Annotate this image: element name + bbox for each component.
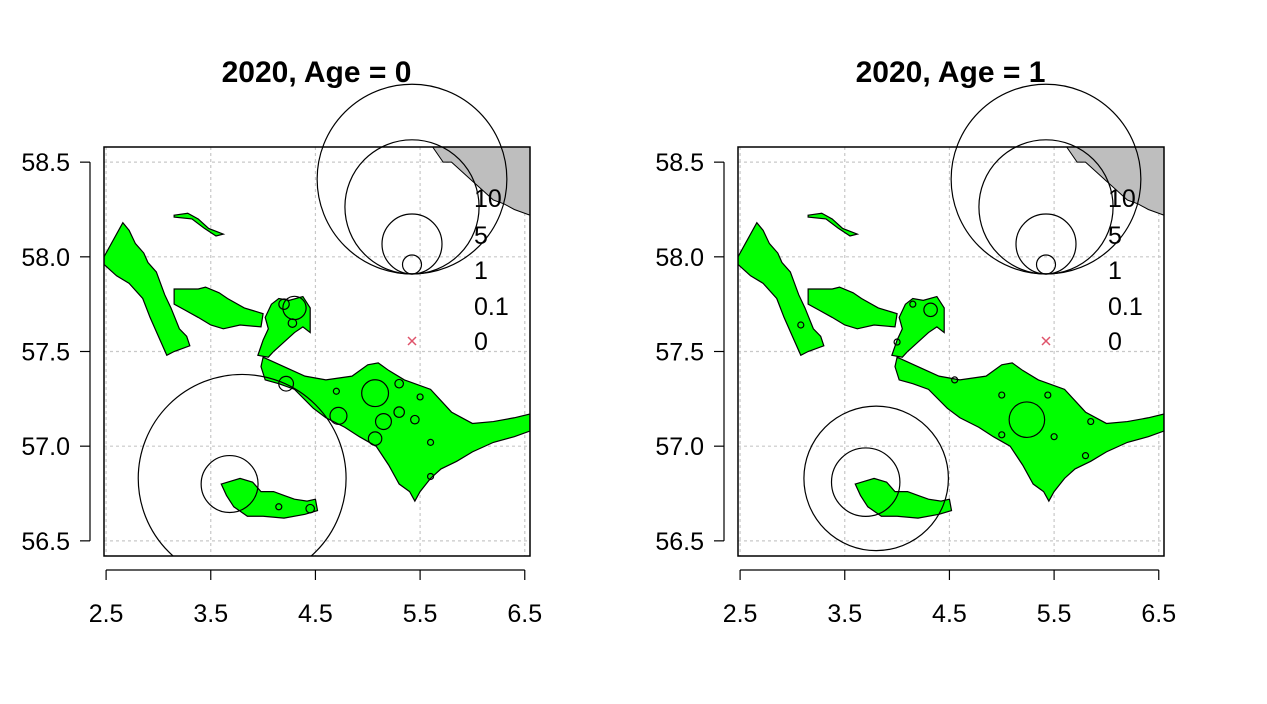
y-tick-label: 57.0: [655, 433, 704, 461]
data-bubble: [278, 375, 295, 392]
data-bubble: [951, 376, 959, 384]
habitat-polygon: [173, 286, 264, 330]
legend-label: 0: [474, 328, 488, 356]
habitat-polygon: [260, 356, 530, 503]
x-tick-label: 3.5: [193, 600, 228, 628]
x-tick-label: 2.5: [89, 600, 124, 628]
x-tick-label: 5.5: [1037, 600, 1072, 628]
data-bubble: [1050, 433, 1058, 441]
x-tick-label: 4.5: [298, 600, 333, 628]
data-bubble: [416, 393, 424, 401]
habitat-polygon: [807, 286, 898, 330]
data-bubble: [1044, 391, 1052, 399]
data-bubble: [1008, 401, 1046, 439]
y-tick-label: 57.5: [655, 339, 704, 367]
legend-label: 1: [1108, 257, 1122, 285]
chart-title: 2020, Age = 0: [221, 56, 412, 89]
habitat-polygon: [104, 221, 191, 357]
map-panel-age-0: 2020, Age = 0 10 5 1 0.1 0 2.5 3.5 4.5 5.5 6.5 56.…: [0, 0, 633, 704]
legend-symbol: [401, 254, 423, 275]
habitat-polygon: [854, 477, 953, 519]
y-tick-label: 56.5: [21, 528, 70, 556]
y-tick-label: 58.5: [655, 149, 704, 177]
data-bubble: [923, 302, 938, 318]
data-bubble: [393, 406, 405, 418]
legend-symbol: [381, 213, 443, 275]
data-bubble: [1087, 417, 1095, 426]
data-bubble: [305, 503, 316, 514]
y-tick-label: 58.5: [21, 149, 70, 177]
legend-label: 5: [474, 222, 488, 250]
data-bubble: [803, 405, 950, 552]
data-bubble: [426, 438, 435, 446]
plot-area: [104, 147, 530, 556]
data-bubble: [275, 503, 283, 511]
y-tick-label: 58.0: [21, 244, 70, 272]
x-tick-label: 4.5: [932, 600, 967, 628]
map-panel-age-1: 2020, Age = 1 10 5 1 0.1 0 2.5 3.5 4.5 5.5 6.5 56.…: [634, 0, 1267, 704]
data-bubble: [200, 454, 259, 514]
data-bubble: [909, 300, 917, 308]
legend-zero-marker: [1041, 336, 1051, 346]
x-tick-label: 5.5: [403, 600, 438, 628]
x-tick-label: 3.5: [827, 600, 862, 628]
habitat-polygon: [894, 356, 1164, 503]
data-bubble: [998, 431, 1006, 439]
legend-symbol: [1015, 213, 1077, 275]
data-bubble: [893, 338, 901, 346]
data-bubble: [998, 391, 1006, 399]
habitat-polygon: [173, 212, 226, 237]
data-bubble: [410, 414, 420, 425]
data-bubble: [394, 378, 405, 389]
legend-zero-marker: [407, 336, 417, 346]
data-bubble: [830, 447, 901, 517]
data-bubble: [332, 387, 340, 395]
habitat-polygon: [807, 212, 860, 237]
legend-label: 1: [474, 257, 488, 285]
data-bubble: [367, 431, 383, 446]
plot-area: [738, 147, 1164, 556]
data-bubble: [278, 298, 290, 310]
y-tick-label: 58.0: [655, 244, 704, 272]
chart-title: 2020, Age = 1: [855, 56, 1046, 89]
data-bubble: [374, 413, 393, 431]
plot-frame: [103, 146, 531, 557]
y-tick-label: 57.0: [21, 433, 70, 461]
data-bubble: [361, 379, 390, 408]
x-tick-label: 6.5: [1141, 600, 1176, 628]
data-bubble: [137, 373, 347, 556]
x-tick-label: 6.5: [507, 600, 542, 628]
data-bubble: [287, 318, 298, 328]
data-bubble: [797, 321, 805, 329]
legend-label: 0: [1108, 328, 1122, 356]
legend-symbol: [1035, 254, 1057, 275]
legend-label: 0.1: [474, 293, 509, 321]
data-bubble: [1081, 452, 1090, 460]
habitat-polygon: [257, 295, 311, 358]
x-tick-label: 2.5: [723, 600, 758, 628]
data-bubble: [329, 406, 348, 425]
plot-frame: [737, 146, 1165, 557]
data-bubble: [426, 472, 435, 481]
y-tick-label: 56.5: [655, 528, 704, 556]
legend-label: 0.1: [1108, 293, 1143, 321]
legend-label: 5: [1108, 222, 1122, 250]
y-tick-label: 57.5: [21, 339, 70, 367]
habitat-polygon: [891, 295, 945, 358]
